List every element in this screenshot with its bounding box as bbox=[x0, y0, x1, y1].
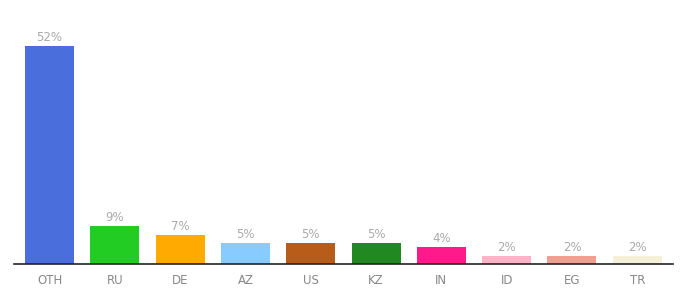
Bar bbox=[156, 235, 205, 264]
Bar bbox=[547, 256, 596, 264]
Text: 5%: 5% bbox=[367, 228, 386, 241]
Text: 2%: 2% bbox=[562, 241, 581, 254]
Bar bbox=[286, 243, 335, 264]
Bar bbox=[417, 247, 466, 264]
Bar bbox=[221, 243, 270, 264]
Text: 5%: 5% bbox=[301, 228, 320, 241]
Bar bbox=[482, 256, 531, 264]
Text: 52%: 52% bbox=[37, 31, 63, 44]
Text: 7%: 7% bbox=[171, 220, 190, 232]
Bar bbox=[613, 256, 662, 264]
Text: 2%: 2% bbox=[628, 241, 647, 254]
Bar bbox=[90, 226, 139, 264]
Text: 5%: 5% bbox=[236, 228, 255, 241]
Bar bbox=[25, 46, 74, 264]
Text: 2%: 2% bbox=[497, 241, 516, 254]
Text: 4%: 4% bbox=[432, 232, 451, 245]
Text: 9%: 9% bbox=[105, 211, 124, 224]
Bar bbox=[352, 243, 401, 264]
